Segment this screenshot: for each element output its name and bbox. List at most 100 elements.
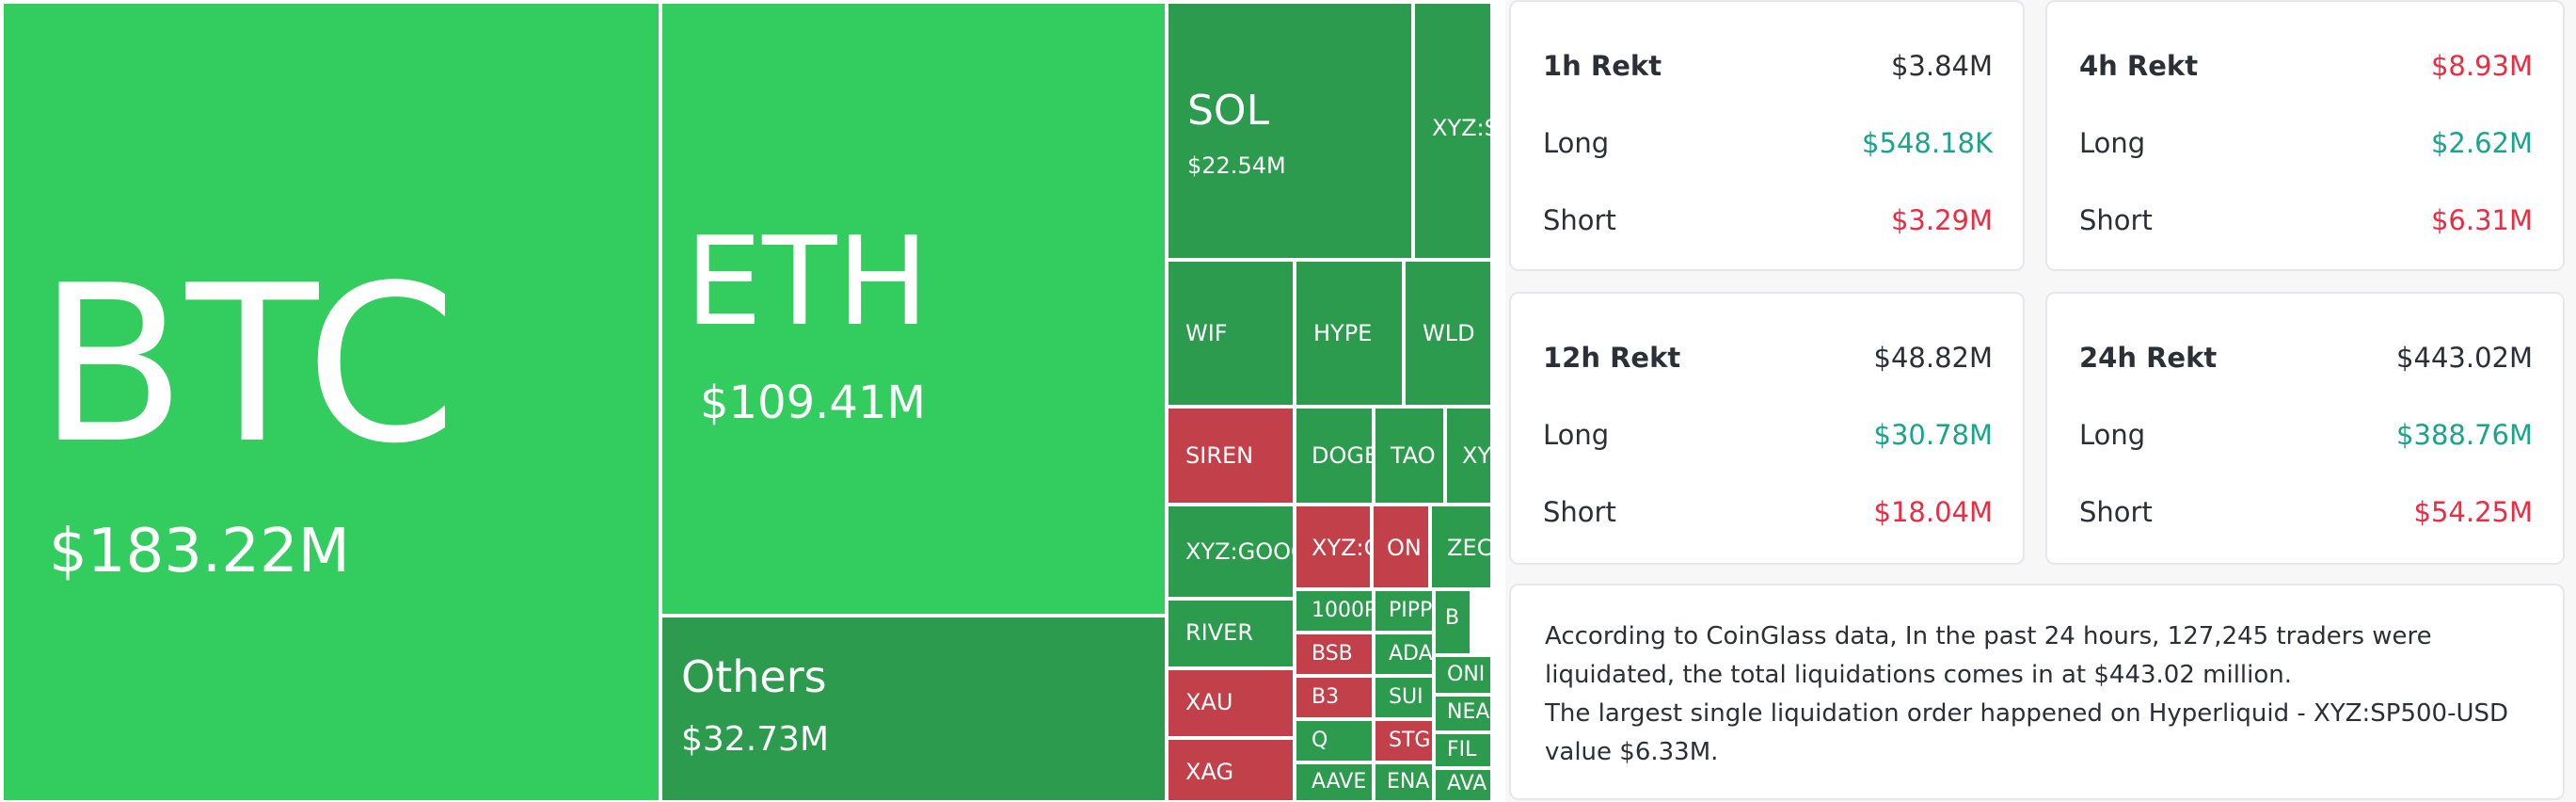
rekt-total-row: 12h Rekt $48.82M bbox=[1543, 335, 1993, 380]
long-label: Long bbox=[2079, 419, 2146, 451]
tile-symbol: BTC bbox=[38, 240, 457, 491]
tile-symbol: STG bbox=[1389, 729, 1431, 752]
treemap-tile-wld[interactable]: WLD bbox=[1404, 260, 1492, 407]
treemap-tile-xyz-c[interactable]: XYZ:C bbox=[1295, 505, 1372, 589]
treemap-tile-bsb[interactable]: BSB bbox=[1295, 633, 1374, 676]
treemap-tile-xy[interactable]: XY bbox=[1445, 407, 1492, 505]
tile-symbol: XAG bbox=[1185, 759, 1234, 785]
tile-symbol: PIPP bbox=[1389, 599, 1433, 622]
treemap-tile-wif[interactable]: WIF bbox=[1167, 260, 1295, 407]
rekt-title: 4h Rekt bbox=[2079, 50, 2199, 82]
tile-symbol: HYPE bbox=[1313, 320, 1373, 346]
rekt-short-row: Short $18.04M bbox=[1543, 489, 1993, 535]
treemap-tile-ava[interactable]: AVA bbox=[1434, 768, 1492, 802]
tile-value: $183.22M bbox=[49, 517, 350, 586]
tile-symbol: Q bbox=[1312, 729, 1328, 752]
tile-symbol: XYZ:C bbox=[1312, 535, 1370, 561]
tile-symbol: ON bbox=[1387, 535, 1422, 561]
tile-symbol: NEA bbox=[1447, 700, 1490, 724]
treemap-tile-aave[interactable]: AAVE bbox=[1295, 762, 1374, 802]
tile-value: $22.54M bbox=[1187, 152, 1286, 179]
tile-symbol: ADA bbox=[1389, 642, 1433, 666]
short-value: $18.04M bbox=[1873, 496, 1994, 528]
rekt-total-row: 24h Rekt $443.02M bbox=[2079, 335, 2533, 380]
rekt-title: 1h Rekt bbox=[1543, 50, 1662, 82]
liquidation-stats-panel: 1h Rekt $3.84M Long $548.18K Short $3.29… bbox=[1505, 0, 2576, 802]
treemap-tile-q[interactable]: Q bbox=[1295, 719, 1374, 762]
tile-symbol: XYZ:S bbox=[1432, 115, 1492, 141]
rekt-short-row: Short $3.29M bbox=[1543, 198, 1993, 243]
tile-symbol: B bbox=[1445, 606, 1460, 630]
treemap-tile-ena[interactable]: ENA bbox=[1374, 762, 1434, 802]
tile-symbol: 1000P bbox=[1312, 599, 1374, 622]
treemap-tile-xyz-s[interactable]: XYZ:S bbox=[1413, 2, 1492, 260]
treemap-tile-sui[interactable]: SUI bbox=[1374, 676, 1434, 719]
short-label: Short bbox=[2079, 204, 2153, 236]
short-value: $6.31M bbox=[2430, 204, 2533, 236]
treemap-tile-fil[interactable]: FIL bbox=[1434, 732, 1492, 768]
tile-symbol: RIVER bbox=[1185, 619, 1254, 646]
treemap-tile-on[interactable]: ON bbox=[1372, 505, 1430, 589]
tile-symbol: AAVE bbox=[1312, 770, 1367, 794]
rekt-long-row: Long $30.78M bbox=[1543, 412, 1993, 457]
treemap-tile-ada[interactable]: ADA bbox=[1374, 633, 1434, 676]
short-label: Short bbox=[1543, 204, 1616, 236]
tile-symbol: ZEC bbox=[1447, 535, 1492, 561]
rekt-card-24h: 24h Rekt $443.02M Long $388.76M Short $5… bbox=[2045, 292, 2565, 565]
treemap-tile-xyz-goog[interactable]: XYZ:GOOG bbox=[1167, 505, 1295, 599]
tile-symbol: Others bbox=[681, 651, 827, 702]
treemap-tile-zec[interactable]: ZEC bbox=[1430, 505, 1492, 589]
treemap-tile-hype[interactable]: HYPE bbox=[1295, 260, 1404, 407]
tile-symbol: SIREN bbox=[1185, 442, 1254, 469]
treemap-tile-sol[interactable]: SOL $22.54M bbox=[1167, 2, 1413, 260]
tile-symbol: ONI bbox=[1447, 663, 1486, 686]
short-label: Short bbox=[1543, 496, 1616, 528]
tile-symbol: FIL bbox=[1447, 738, 1477, 762]
rekt-long-row: Long $2.62M bbox=[2079, 120, 2533, 166]
treemap-tile-stg[interactable]: STG bbox=[1374, 719, 1434, 762]
treemap-tile-tao[interactable]: TAO bbox=[1374, 407, 1445, 505]
tile-symbol: WLD bbox=[1423, 320, 1475, 346]
tile-symbol: SUI bbox=[1389, 685, 1423, 709]
treemap-tile-btc[interactable]: BTC $183.22M bbox=[2, 2, 660, 802]
rekt-total-row: 1h Rekt $3.84M bbox=[1543, 43, 1993, 88]
tile-symbol: ENA bbox=[1387, 770, 1430, 794]
rekt-card-12h: 12h Rekt $48.82M Long $30.78M Short $18.… bbox=[1509, 292, 2025, 565]
treemap-tile-eth[interactable]: ETH $109.41M bbox=[660, 2, 1167, 616]
tile-symbol: XAU bbox=[1185, 689, 1233, 715]
summary-line-total: According to CoinGlass data, In the past… bbox=[1545, 622, 2432, 689]
liquidation-treemap: BTC $183.22M ETH $109.41M Others $32.73M SOL $2… bbox=[0, 0, 1492, 802]
rekt-total-value: $443.02M bbox=[2396, 342, 2533, 374]
treemap-tile-pipp[interactable]: PIPP bbox=[1374, 589, 1434, 633]
treemap-tile-b3[interactable]: B3 bbox=[1295, 676, 1374, 719]
tile-value: $109.41M bbox=[700, 377, 926, 429]
treemap-tile-nea[interactable]: NEA bbox=[1434, 695, 1492, 732]
short-label: Short bbox=[2079, 496, 2153, 528]
long-value: $388.76M bbox=[2396, 419, 2533, 451]
treemap-tile-b[interactable]: B bbox=[1434, 589, 1471, 655]
tile-symbol: AVA bbox=[1447, 772, 1487, 795]
treemap-tile-xau[interactable]: XAU bbox=[1167, 668, 1295, 738]
rekt-short-row: Short $6.31M bbox=[2079, 198, 2533, 243]
rekt-long-row: Long $548.18K bbox=[1543, 120, 1993, 166]
treemap-tile-xag[interactable]: XAG bbox=[1167, 738, 1295, 802]
long-label: Long bbox=[2079, 127, 2146, 159]
rekt-title: 24h Rekt bbox=[2079, 342, 2218, 374]
treemap-tile-doge[interactable]: DOGE bbox=[1295, 407, 1374, 505]
rekt-total-row: 4h Rekt $8.93M bbox=[2079, 43, 2533, 88]
treemap-tile-oni[interactable]: ONI bbox=[1434, 655, 1492, 695]
treemap-tile-siren[interactable]: SIREN bbox=[1167, 407, 1295, 505]
treemap-tile-river[interactable]: RIVER bbox=[1167, 599, 1295, 668]
tile-symbol: XYZ:GOOG bbox=[1185, 538, 1293, 565]
long-value: $548.18K bbox=[1862, 127, 1993, 159]
tile-symbol: ETH bbox=[685, 210, 930, 353]
treemap-tile-others[interactable]: Others $32.73M bbox=[660, 616, 1167, 802]
long-label: Long bbox=[1543, 127, 1610, 159]
tile-symbol: WIF bbox=[1185, 320, 1228, 346]
liquidation-summary-card: According to CoinGlass data, In the past… bbox=[1509, 584, 2565, 800]
rekt-total-value: $8.93M bbox=[2430, 50, 2533, 82]
tile-symbol: DOGE bbox=[1312, 442, 1374, 469]
summary-text: According to CoinGlass data, In the past… bbox=[1545, 618, 2535, 772]
treemap-tile-1000p[interactable]: 1000P bbox=[1295, 589, 1374, 633]
rekt-card-1h: 1h Rekt $3.84M Long $548.18K Short $3.29… bbox=[1509, 0, 2025, 271]
